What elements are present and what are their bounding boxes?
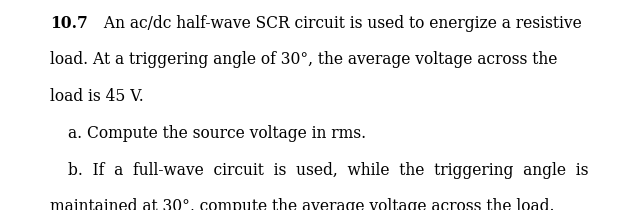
Text: An ac/dc half-wave SCR circuit is used to energize a resistive: An ac/dc half-wave SCR circuit is used t… xyxy=(99,15,582,32)
Text: load. At a triggering angle of 30°, the average voltage across the: load. At a triggering angle of 30°, the … xyxy=(50,51,558,68)
Text: load is 45 V.: load is 45 V. xyxy=(50,88,144,105)
Text: 10.7: 10.7 xyxy=(50,15,88,32)
Text: a. Compute the source voltage in rms.: a. Compute the source voltage in rms. xyxy=(68,125,366,142)
Text: b.  If  a  full-wave  circuit  is  used,  while  the  triggering  angle  is: b. If a full-wave circuit is used, while… xyxy=(68,162,588,179)
Text: maintained at 30°, compute the average voltage across the load.: maintained at 30°, compute the average v… xyxy=(50,198,554,210)
